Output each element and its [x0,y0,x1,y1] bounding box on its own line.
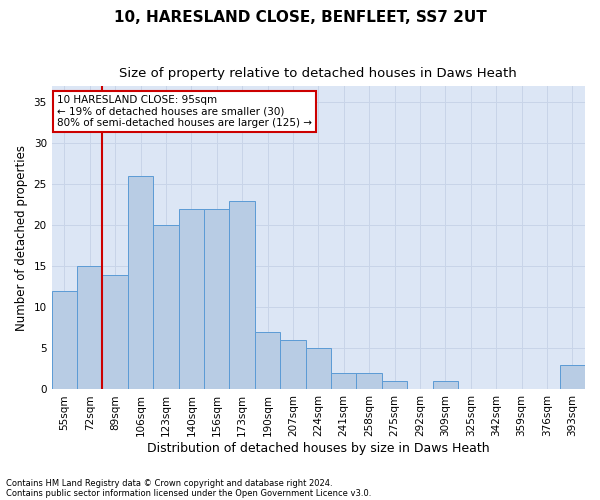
Bar [179,209,204,390]
Bar [52,291,77,390]
Text: 10 HARESLAND CLOSE: 95sqm
← 19% of detached houses are smaller (30)
80% of semi-: 10 HARESLAND CLOSE: 95sqm ← 19% of detac… [57,95,312,128]
Bar [255,332,280,390]
Text: Contains public sector information licensed under the Open Government Licence v3: Contains public sector information licen… [6,488,371,498]
Bar [103,274,128,390]
Title: Size of property relative to detached houses in Daws Heath: Size of property relative to detached ho… [119,68,517,80]
Bar [128,176,153,390]
Bar [433,382,458,390]
Bar [356,373,382,390]
Bar [229,200,255,390]
Bar [560,365,585,390]
Bar [77,266,103,390]
Bar [331,373,356,390]
Y-axis label: Number of detached properties: Number of detached properties [15,144,28,330]
Text: 10, HARESLAND CLOSE, BENFLEET, SS7 2UT: 10, HARESLAND CLOSE, BENFLEET, SS7 2UT [113,10,487,25]
Bar [305,348,331,390]
Bar [280,340,305,390]
Bar [153,226,179,390]
Bar [204,209,229,390]
X-axis label: Distribution of detached houses by size in Daws Heath: Distribution of detached houses by size … [147,442,490,455]
Text: Contains HM Land Registry data © Crown copyright and database right 2024.: Contains HM Land Registry data © Crown c… [6,478,332,488]
Bar [382,382,407,390]
